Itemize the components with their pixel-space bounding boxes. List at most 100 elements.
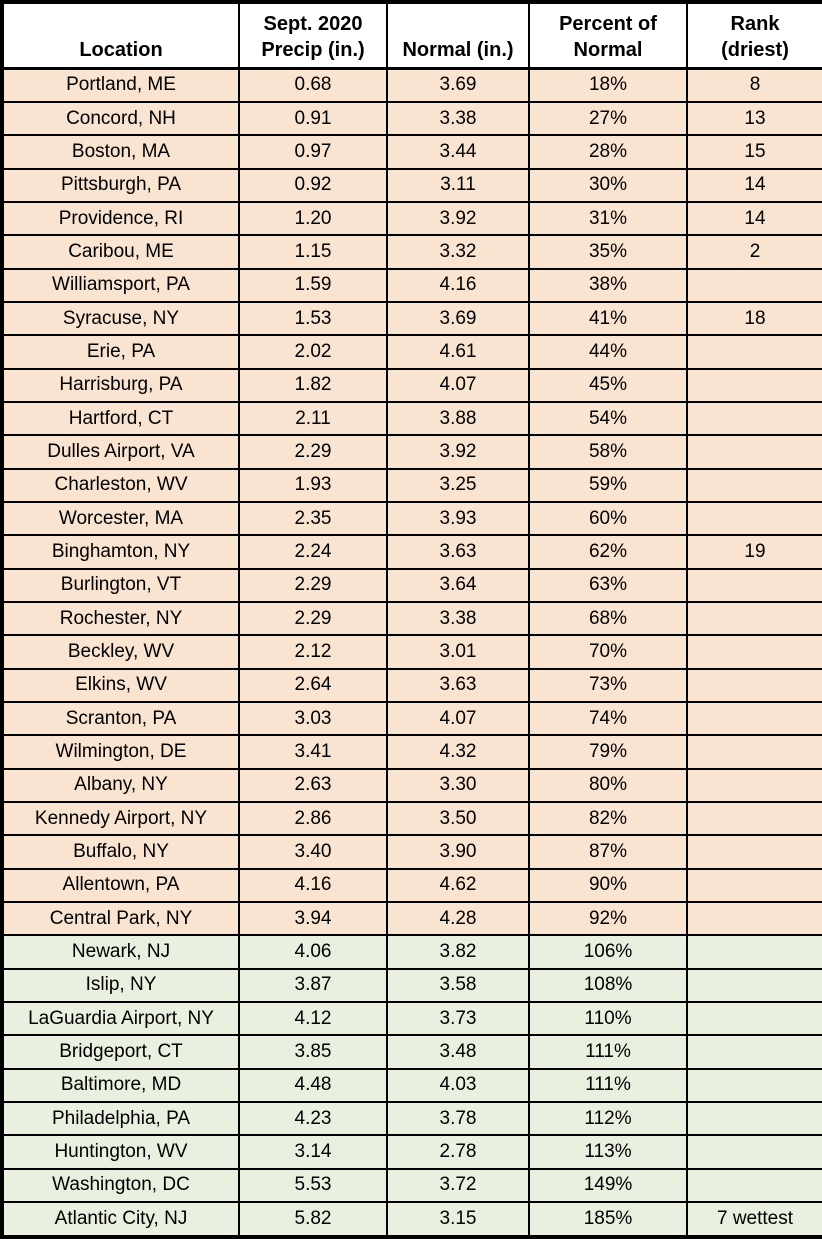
cell-normal: 3.69 xyxy=(386,300,530,337)
header-line1: Percent of xyxy=(559,12,657,35)
cell-precip: 1.15 xyxy=(238,234,388,270)
cell-rank xyxy=(686,1100,822,1137)
cell-rank xyxy=(686,734,822,770)
cell-rank xyxy=(686,267,822,304)
cell-location: Beckley, WV xyxy=(1,634,240,670)
cell-rank xyxy=(686,334,822,370)
cell-location: Bridgeport, CT xyxy=(1,1034,240,1070)
cell-normal: 3.63 xyxy=(386,667,530,703)
cell-percent: 62% xyxy=(528,534,688,570)
cell-percent: 111% xyxy=(528,1034,688,1070)
cell-rank xyxy=(686,1034,822,1070)
cell-rank xyxy=(686,700,822,737)
cell-percent: 68% xyxy=(528,600,688,637)
cell-normal: 3.32 xyxy=(386,234,530,270)
cell-precip: 1.93 xyxy=(238,467,388,503)
cell-location: Portland, ME xyxy=(1,66,240,104)
cell-location: Scranton, PA xyxy=(1,700,240,737)
cell-precip: 4.23 xyxy=(238,1100,388,1137)
table-row: Washington, DC 5.53 3.72 149% xyxy=(1,1167,822,1203)
cell-precip: 1.59 xyxy=(238,267,388,304)
cell-rank xyxy=(686,434,822,470)
cell-normal: 3.63 xyxy=(386,534,530,570)
cell-normal: 3.72 xyxy=(386,1167,530,1203)
cell-precip: 2.63 xyxy=(238,767,388,803)
cell-rank xyxy=(686,834,822,870)
cell-normal: 3.92 xyxy=(386,434,530,470)
table-row: Atlantic City, NJ 5.82 3.15 185% 7 wette… xyxy=(1,1200,822,1239)
cell-location: Atlantic City, NJ xyxy=(1,1200,240,1239)
cell-normal: 4.62 xyxy=(386,867,530,903)
cell-location: Binghamton, NY xyxy=(1,534,240,570)
cell-rank xyxy=(686,600,822,637)
cell-precip: 5.82 xyxy=(238,1200,388,1239)
cell-precip: 0.97 xyxy=(238,134,388,170)
cell-percent: 35% xyxy=(528,234,688,270)
cell-rank xyxy=(686,1000,822,1037)
table-row: Newark, NJ 4.06 3.82 106% xyxy=(1,934,822,970)
table-row: Elkins, WV 2.64 3.63 73% xyxy=(1,667,822,703)
cell-precip: 1.82 xyxy=(238,367,388,403)
cell-rank xyxy=(686,467,822,503)
cell-normal: 3.93 xyxy=(386,500,530,537)
cell-location: Williamsport, PA xyxy=(1,267,240,304)
table-row: Albany, NY 2.63 3.30 80% xyxy=(1,767,822,803)
cell-rank: 14 xyxy=(686,201,822,237)
table-row: Concord, NH 0.91 3.38 27% 13 xyxy=(1,101,822,137)
cell-location: Charleston, WV xyxy=(1,467,240,503)
cell-precip: 3.87 xyxy=(238,967,388,1003)
cell-location: Kennedy Airport, NY xyxy=(1,800,240,837)
cell-location: Boston, MA xyxy=(1,134,240,170)
cell-normal: 4.32 xyxy=(386,734,530,770)
cell-normal: 3.38 xyxy=(386,600,530,637)
cell-precip: 0.91 xyxy=(238,101,388,137)
col-header-location: Location xyxy=(1,1,240,70)
cell-precip: 3.41 xyxy=(238,734,388,770)
cell-percent: 54% xyxy=(528,400,688,437)
cell-percent: 31% xyxy=(528,201,688,237)
cell-rank xyxy=(686,367,822,403)
cell-location: Worcester, MA xyxy=(1,500,240,537)
cell-normal: 3.30 xyxy=(386,767,530,803)
cell-normal: 3.50 xyxy=(386,800,530,837)
cell-precip: 3.14 xyxy=(238,1134,388,1170)
cell-rank: 2 xyxy=(686,234,822,270)
header-row: Location Sept. 2020 Precip (in.) Normal … xyxy=(1,1,822,70)
cell-rank xyxy=(686,500,822,537)
cell-rank xyxy=(686,1167,822,1203)
cell-precip: 3.03 xyxy=(238,700,388,737)
cell-normal: 3.44 xyxy=(386,134,530,170)
cell-rank xyxy=(686,1134,822,1170)
cell-normal: 4.16 xyxy=(386,267,530,304)
cell-percent: 27% xyxy=(528,101,688,137)
cell-percent: 113% xyxy=(528,1134,688,1170)
cell-precip: 2.02 xyxy=(238,334,388,370)
cell-rank: 19 xyxy=(686,534,822,570)
cell-rank: 15 xyxy=(686,134,822,170)
table-row: Islip, NY 3.87 3.58 108% xyxy=(1,967,822,1003)
table-row: Wilmington, DE 3.41 4.32 79% xyxy=(1,734,822,770)
cell-normal: 3.11 xyxy=(386,167,530,204)
cell-location: Newark, NJ xyxy=(1,934,240,970)
table-row: Allentown, PA 4.16 4.62 90% xyxy=(1,867,822,903)
cell-rank xyxy=(686,1067,822,1103)
table-row: Worcester, MA 2.35 3.93 60% xyxy=(1,500,822,537)
cell-rank: 7 wettest xyxy=(686,1200,822,1239)
cell-normal: 3.15 xyxy=(386,1200,530,1239)
cell-normal: 3.48 xyxy=(386,1034,530,1070)
cell-precip: 4.12 xyxy=(238,1000,388,1037)
cell-percent: 63% xyxy=(528,567,688,603)
cell-location: LaGuardia Airport, NY xyxy=(1,1000,240,1037)
cell-location: Central Park, NY xyxy=(1,900,240,937)
col-header-rank-driest: Rank (driest) xyxy=(686,1,822,70)
cell-percent: 45% xyxy=(528,367,688,403)
cell-precip: 2.29 xyxy=(238,600,388,637)
cell-percent: 79% xyxy=(528,734,688,770)
cell-location: Huntington, WV xyxy=(1,1134,240,1170)
cell-normal: 3.90 xyxy=(386,834,530,870)
cell-normal: 4.03 xyxy=(386,1067,530,1103)
cell-normal: 4.07 xyxy=(386,700,530,737)
col-header-normal: Normal (in.) xyxy=(386,1,530,70)
